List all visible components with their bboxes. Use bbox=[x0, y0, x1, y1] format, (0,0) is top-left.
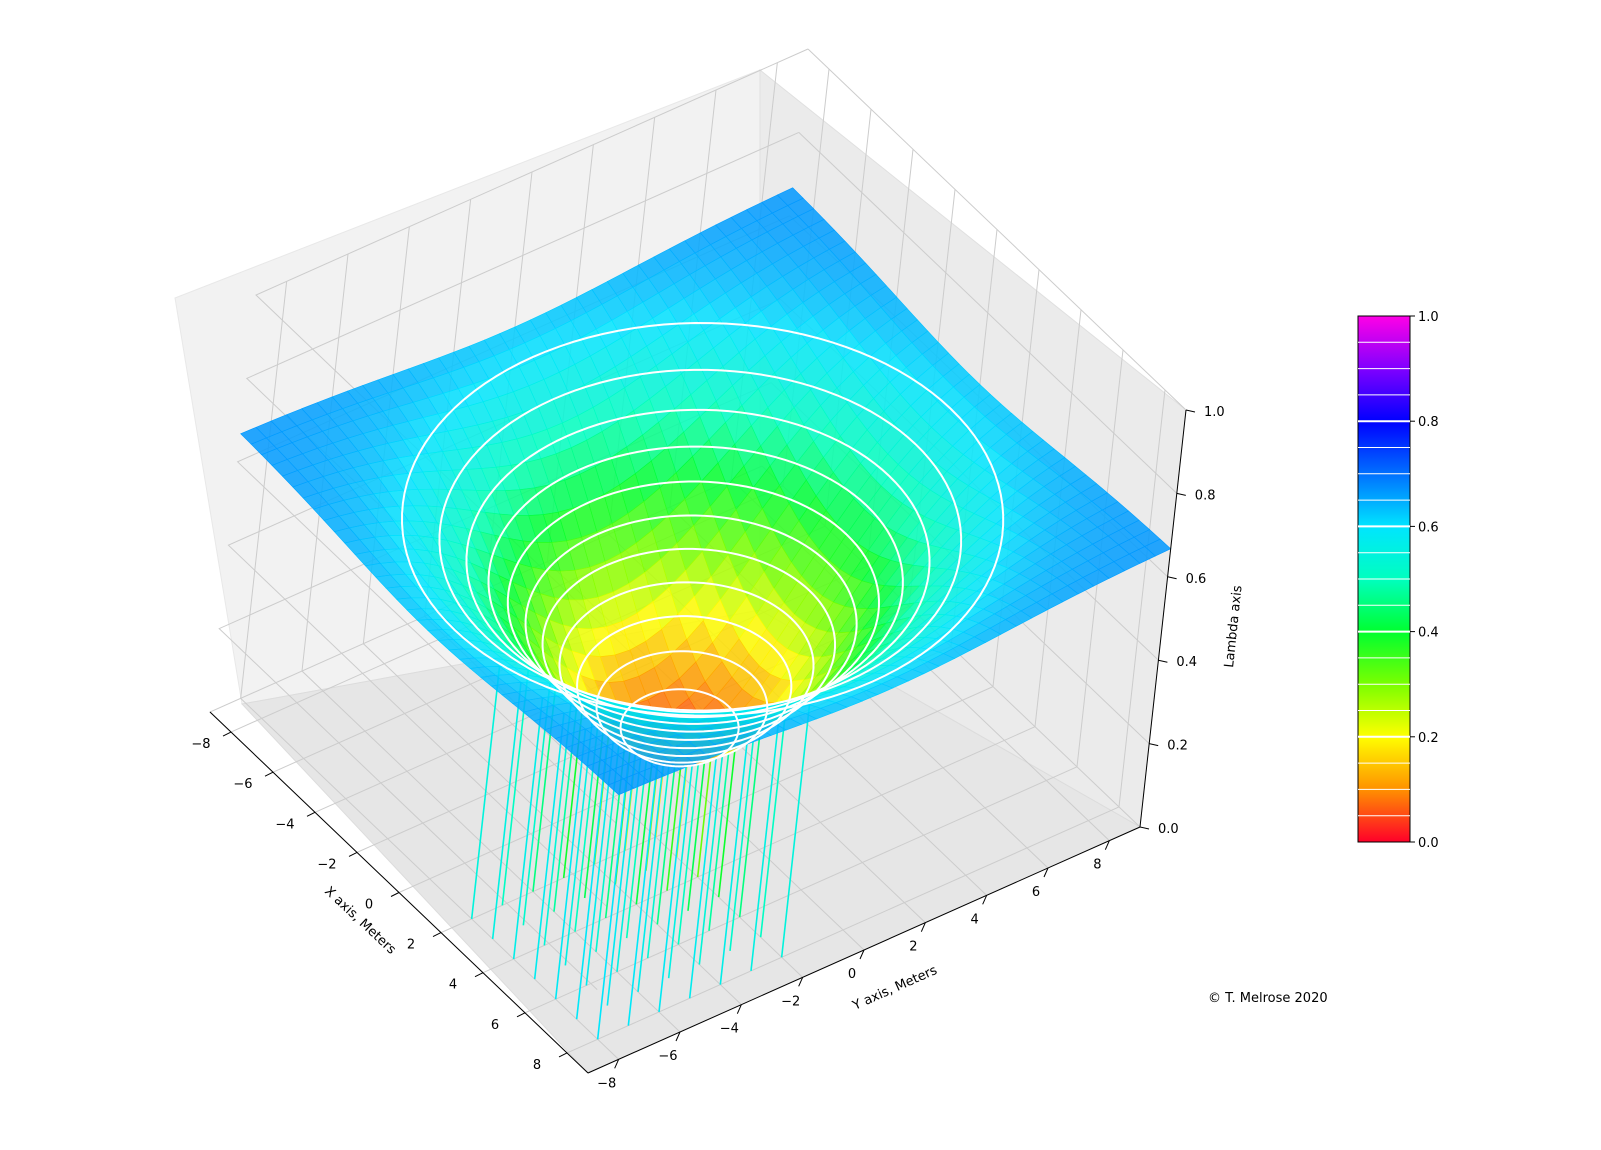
y-tick-label: 4 bbox=[971, 912, 979, 927]
contour-line bbox=[576, 615, 793, 758]
z-tick-label: 0.6 bbox=[1186, 572, 1207, 587]
y-tick-label: −6 bbox=[658, 1049, 677, 1064]
z-tick-mark bbox=[1167, 576, 1177, 580]
x-tick-label: −6 bbox=[233, 777, 252, 792]
contour-line bbox=[558, 581, 815, 750]
y-tick-mark bbox=[859, 949, 865, 960]
x-tick-mark bbox=[558, 1052, 568, 1058]
contour-lines bbox=[401, 322, 1005, 768]
colorbar-tick-label: 0.6 bbox=[1418, 520, 1439, 535]
y-tick-mark bbox=[736, 1004, 742, 1014]
x-tick-mark bbox=[432, 932, 442, 938]
contour-line bbox=[438, 368, 963, 712]
contour-line bbox=[524, 514, 858, 733]
x-tick-mark bbox=[474, 972, 484, 978]
z-tick-mark bbox=[1139, 826, 1150, 830]
contour-line bbox=[619, 688, 740, 768]
y-tick-label: −8 bbox=[597, 1076, 616, 1091]
x-tick-mark bbox=[222, 731, 232, 737]
y-tick-label: −2 bbox=[781, 994, 800, 1009]
stem bbox=[688, 732, 720, 999]
stem bbox=[658, 741, 690, 1013]
copyright-annotation: © T. Melrose 2020 bbox=[1208, 991, 1328, 1006]
contour-line bbox=[487, 445, 904, 719]
y-tick-label: 6 bbox=[1032, 885, 1040, 900]
y-tick-mark bbox=[1043, 867, 1049, 878]
y-tick-label: 0 bbox=[848, 967, 856, 982]
y-tick-mark bbox=[614, 1059, 620, 1069]
surface-cell bbox=[607, 778, 635, 796]
colorbar-level-lines bbox=[1358, 341, 1410, 817]
y-tick-mark bbox=[920, 922, 926, 932]
z-axis-line bbox=[1139, 409, 1187, 828]
x-tick-label: 8 bbox=[533, 1058, 541, 1073]
z-tick-label: 0.8 bbox=[1195, 488, 1216, 503]
stem bbox=[780, 704, 811, 958]
colorbar-tick-label: 0.8 bbox=[1418, 415, 1439, 430]
stem bbox=[596, 763, 629, 1040]
y-tick-mark bbox=[675, 1031, 681, 1042]
z-tick-mark bbox=[1176, 492, 1186, 496]
z-tick-label: 0.2 bbox=[1167, 739, 1188, 754]
z-tick-label: 0.4 bbox=[1176, 655, 1197, 670]
stem bbox=[729, 708, 758, 951]
y-tick-mark bbox=[798, 977, 804, 987]
y-tick-label: 2 bbox=[909, 940, 917, 955]
z-tick-mark bbox=[1149, 743, 1159, 747]
x-tick-mark bbox=[306, 811, 316, 817]
z-tick-mark bbox=[1158, 659, 1168, 663]
x-tick-label: −4 bbox=[275, 817, 294, 832]
stem bbox=[759, 701, 788, 938]
colorbar-tick-label: 0.0 bbox=[1418, 836, 1439, 851]
y-tick-mark bbox=[982, 895, 988, 905]
x-tick-mark bbox=[348, 851, 358, 857]
stem bbox=[491, 682, 522, 940]
colorbar-tick-label: 0.2 bbox=[1418, 731, 1439, 746]
x-tick-mark bbox=[390, 892, 400, 897]
y-axis-label: Y axis, Meters bbox=[850, 963, 940, 1014]
colorbar-tick-label: 0.4 bbox=[1418, 626, 1439, 641]
x-tick-mark bbox=[516, 1012, 526, 1018]
stem bbox=[512, 697, 544, 960]
grid-line-z bbox=[807, 48, 1187, 411]
y-tick-label: 8 bbox=[1093, 858, 1101, 873]
colorbar-ticks: 0.0 0.2 0.4 0.6 0.8 1.0 bbox=[1410, 310, 1439, 851]
colorbar-tick-label: 1.0 bbox=[1418, 310, 1439, 325]
x-tick-label: 4 bbox=[449, 978, 457, 993]
stem bbox=[627, 752, 660, 1026]
x-tick-label: 2 bbox=[407, 938, 415, 953]
z-tick-mark bbox=[1185, 409, 1196, 413]
contour-line bbox=[595, 650, 769, 764]
x-tick-label: 0 bbox=[365, 898, 373, 913]
stem bbox=[719, 723, 750, 985]
grid-line-z bbox=[798, 132, 1178, 494]
y-tick-mark bbox=[1104, 840, 1110, 850]
z-axis-ticks: 0.0 0.2 0.4 0.6 0.8 1.0 bbox=[1139, 405, 1225, 837]
x-axis-label: X axis, Meters bbox=[321, 884, 399, 958]
x-tick-label: −8 bbox=[191, 737, 210, 752]
x-tick-mark bbox=[264, 771, 274, 777]
stem bbox=[554, 728, 587, 1000]
x-tick-label: 6 bbox=[491, 1018, 499, 1033]
x-tick-label: −2 bbox=[317, 857, 336, 872]
stem bbox=[750, 714, 781, 972]
y-tick-label: −4 bbox=[720, 1022, 739, 1037]
x-axis-ticks: −8 −6 −4 −2 0 2 4 6 8 bbox=[191, 731, 568, 1073]
z-tick-label: 0.0 bbox=[1158, 822, 1179, 837]
contour-line bbox=[401, 322, 1005, 717]
y-axis-ticks: −8 −6 −4 −2 0 2 4 6 8 bbox=[597, 840, 1110, 1091]
stem bbox=[575, 745, 608, 1020]
contour-line bbox=[506, 480, 880, 725]
colorbar: 0.0 0.2 0.4 0.6 0.8 1.0 bbox=[1357, 310, 1439, 851]
z-tick-label: 1.0 bbox=[1204, 405, 1225, 420]
stem bbox=[738, 705, 764, 918]
stem bbox=[470, 666, 501, 920]
stem bbox=[533, 712, 565, 980]
contour-line bbox=[541, 547, 837, 741]
z-axis-label: Lambda axis bbox=[1222, 585, 1246, 669]
